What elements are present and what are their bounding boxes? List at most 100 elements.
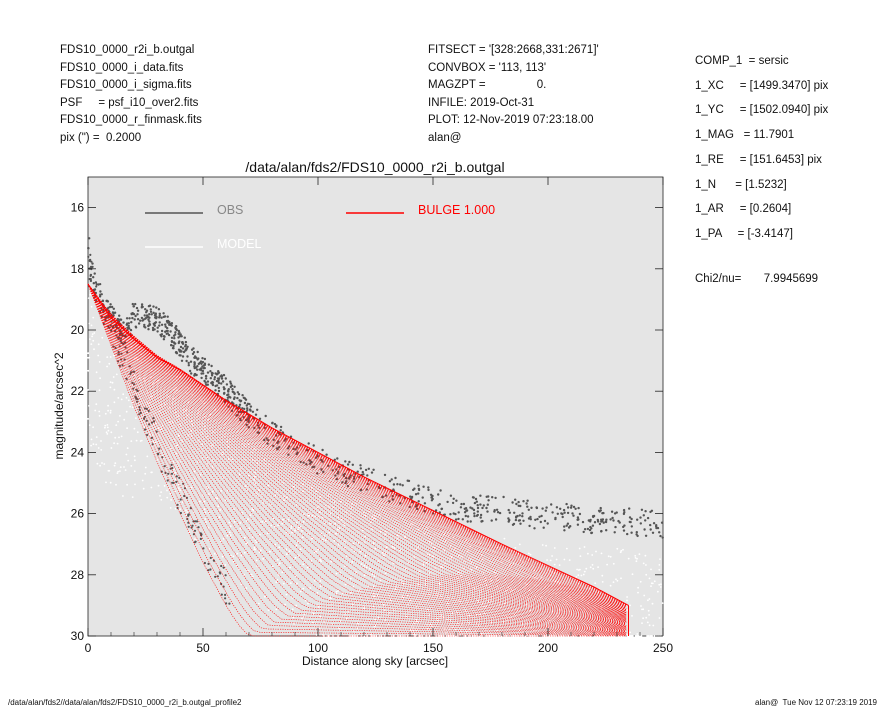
- obs-point: [372, 468, 375, 471]
- obs-point: [605, 529, 608, 532]
- obs-point: [89, 274, 92, 277]
- model-point: [116, 442, 119, 445]
- model-point: [301, 530, 303, 532]
- model-point: [108, 362, 111, 365]
- obs-point: [630, 525, 633, 528]
- obs-point: [187, 525, 190, 528]
- model-point: [92, 426, 94, 429]
- model-point: [576, 568, 578, 571]
- model-point: [428, 554, 431, 556]
- obs-point: [131, 316, 134, 320]
- model-point: [631, 573, 634, 576]
- model-point: [256, 494, 259, 497]
- model-point: [238, 473, 241, 476]
- model-point: [119, 470, 121, 472]
- obs-point: [209, 556, 212, 560]
- obs-point: [507, 508, 510, 512]
- model-point: [214, 497, 217, 499]
- model-point: [557, 635, 560, 637]
- obs-point: [207, 562, 210, 566]
- model-point: [251, 508, 254, 511]
- model-point: [342, 522, 345, 525]
- model-point: [306, 566, 309, 569]
- obs-point: [536, 517, 539, 521]
- obs-point: [593, 521, 597, 524]
- obs-point: [258, 417, 262, 420]
- model-point: [217, 505, 220, 508]
- model-point: [436, 619, 439, 622]
- model-point: [233, 520, 236, 523]
- obs-point: [566, 506, 570, 509]
- model-point: [98, 389, 101, 392]
- obs-point: [153, 328, 156, 331]
- model-point: [332, 506, 334, 509]
- model-point: [152, 441, 155, 443]
- obs-point: [176, 503, 179, 506]
- model-point: [109, 481, 112, 484]
- model-point: [87, 297, 90, 299]
- obs-point: [215, 373, 219, 376]
- model-point: [288, 550, 291, 552]
- model-point: [589, 566, 592, 569]
- model-point: [291, 608, 294, 611]
- model-point: [583, 546, 586, 548]
- obs-point: [134, 314, 137, 318]
- model-point: [634, 557, 637, 559]
- model-point: [372, 542, 375, 545]
- obs-point: [193, 374, 196, 377]
- model-point: [186, 511, 189, 513]
- obs-point: [439, 489, 442, 492]
- obs-point: [196, 368, 199, 371]
- model-point: [629, 635, 631, 637]
- model-point: [372, 592, 375, 595]
- model-point: [174, 507, 177, 510]
- obs-point: [461, 518, 464, 521]
- model-point: [226, 534, 229, 537]
- model-point: [631, 635, 634, 637]
- obs-point: [170, 343, 173, 347]
- model-point: [133, 470, 136, 473]
- model-point: [311, 514, 314, 517]
- obs-point: [210, 364, 213, 368]
- model-point: [616, 547, 619, 550]
- model-point: [339, 620, 342, 623]
- obs-point: [476, 506, 480, 510]
- obs-point: [249, 405, 253, 408]
- obs-point: [556, 512, 559, 515]
- model-point: [220, 490, 223, 492]
- obs-point: [221, 380, 225, 383]
- model-point: [363, 607, 365, 610]
- obs-point: [171, 346, 175, 350]
- model-point: [243, 573, 246, 576]
- obs-point: [243, 407, 246, 411]
- model-point: [181, 440, 183, 442]
- model-point: [174, 471, 177, 474]
- model-point: [258, 533, 261, 536]
- obs-point: [158, 321, 161, 324]
- obs-point: [628, 520, 631, 524]
- obs-point: [559, 507, 562, 510]
- header-line: FDS10_0000_i_data.fits: [60, 61, 184, 74]
- model-point: [536, 635, 538, 637]
- model-point: [540, 576, 542, 579]
- model-point: [297, 554, 300, 557]
- x-tick-label: 50: [196, 641, 210, 655]
- model-point: [583, 570, 586, 573]
- model-point: [232, 560, 235, 563]
- model-point: [467, 550, 469, 553]
- obs-point: [578, 512, 582, 516]
- obs-point: [474, 497, 478, 501]
- model-point: [289, 582, 292, 584]
- model-point: [311, 621, 314, 624]
- obs-point: [110, 305, 114, 309]
- obs-point: [422, 485, 425, 488]
- model-point: [172, 461, 175, 463]
- model-point: [349, 592, 352, 594]
- model-point: [148, 434, 151, 436]
- model-point: [315, 551, 318, 553]
- model-point: [97, 354, 100, 357]
- model-point: [174, 490, 177, 493]
- model-point: [372, 585, 375, 588]
- model-point: [194, 538, 196, 540]
- obs-point: [610, 510, 614, 513]
